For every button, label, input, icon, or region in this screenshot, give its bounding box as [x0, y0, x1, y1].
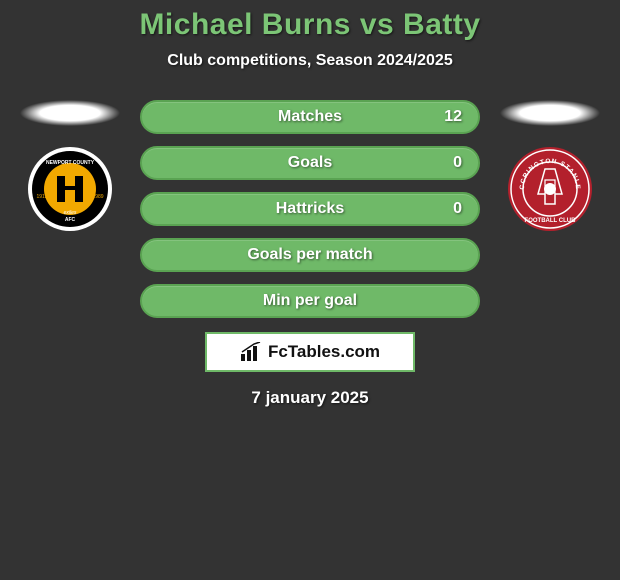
stat-bar-matches: Matches 12: [140, 100, 480, 134]
accrington-stanley-badge-icon: ACCRINGTON STANLEY FOOTBALL CLUB: [507, 146, 593, 232]
svg-text:1912: 1912: [36, 194, 47, 200]
left-player-column: NEWPORT COUNTY AFC 1912 1989 exiles: [20, 100, 120, 232]
newport-county-badge-icon: NEWPORT COUNTY AFC 1912 1989 exiles: [27, 146, 113, 232]
page-title: Michael Burns vs Batty: [0, 8, 620, 42]
date-label: 7 january 2025: [0, 388, 620, 408]
stat-label: Hattricks: [276, 200, 344, 218]
club-badge-right[interactable]: ACCRINGTON STANLEY FOOTBALL CLUB: [507, 146, 593, 232]
comparison-widget: Michael Burns vs Batty Club competitions…: [0, 0, 620, 408]
stat-value: 0: [453, 154, 462, 172]
svg-text:NEWPORT COUNTY: NEWPORT COUNTY: [46, 160, 95, 166]
stat-value: 0: [453, 200, 462, 218]
player-photo-placeholder-right: [500, 100, 600, 126]
svg-text:FOOTBALL CLUB: FOOTBALL CLUB: [525, 218, 577, 224]
svg-text:1989: 1989: [92, 194, 103, 200]
stat-bar-hattricks: Hattricks 0: [140, 192, 480, 226]
right-player-column: ACCRINGTON STANLEY FOOTBALL CLUB: [500, 100, 600, 232]
stat-bar-goals-per-match: Goals per match: [140, 238, 480, 272]
svg-text:exiles: exiles: [64, 210, 77, 216]
stat-label: Goals: [288, 154, 332, 172]
stat-label: Matches: [278, 108, 342, 126]
svg-text:AFC: AFC: [65, 217, 76, 223]
season-subtitle: Club competitions, Season 2024/2025: [0, 52, 620, 70]
stat-value: 12: [444, 108, 462, 126]
stat-label: Goals per match: [247, 246, 372, 264]
stats-column: Matches 12 Goals 0 Hattricks 0 Goals per…: [140, 100, 480, 318]
brand-text: FcTables.com: [268, 342, 380, 362]
stat-bar-min-per-goal: Min per goal: [140, 284, 480, 318]
stat-bar-goals: Goals 0: [140, 146, 480, 180]
chart-icon: [240, 342, 262, 362]
player-photo-placeholder-left: [20, 100, 120, 126]
brand-footer[interactable]: FcTables.com: [205, 332, 415, 372]
main-row: NEWPORT COUNTY AFC 1912 1989 exiles Matc…: [0, 100, 620, 318]
club-badge-left[interactable]: NEWPORT COUNTY AFC 1912 1989 exiles: [27, 146, 113, 232]
stat-label: Min per goal: [263, 292, 357, 310]
